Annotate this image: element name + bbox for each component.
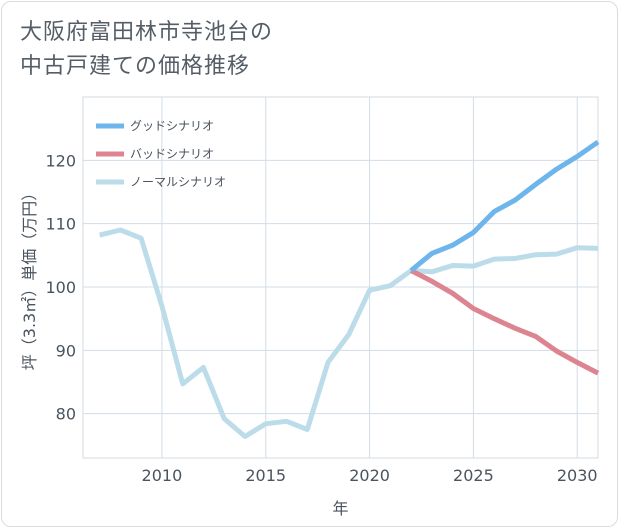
x-tick-label: 2010 [142, 466, 183, 485]
legend-label-good: グッドシナリオ [130, 119, 214, 133]
legend-label-bad: バッドシナリオ [130, 147, 214, 161]
legend-label-normal: ノーマルシナリオ [130, 175, 226, 189]
plot-frame [82, 96, 599, 459]
chart-title: 大阪府富田林市寺池台の 中古戸建ての価格推移 [20, 16, 273, 84]
x-tick-label: 2030 [557, 466, 598, 485]
series-line-bad [409, 268, 600, 376]
series-line-good [409, 139, 600, 273]
x-axis-ticks: 2010 2015 2020 2025 2030 [142, 466, 598, 485]
y-tick-label: 100 [45, 278, 76, 297]
y-axis-ticks: 80 90 100 110 120 [45, 151, 76, 423]
x-axis-title: 年 [332, 499, 348, 518]
y-axis-title: 坪（3.3㎡）単価（万円） [20, 185, 39, 370]
y-tick-label: 90 [56, 341, 76, 360]
x-tick-label: 2020 [349, 466, 390, 485]
series-line-normal [99, 227, 599, 439]
plot-area [82, 96, 599, 459]
x-tick-label: 2025 [453, 466, 494, 485]
x-tick-label: 2015 [245, 466, 286, 485]
chart-title-line1: 大阪府富田林市寺池台の [20, 20, 274, 45]
chart-title-line2: 中古戸建ての価格推移 [20, 54, 251, 79]
y-tick-label: 110 [45, 215, 76, 234]
grid-lines [83, 97, 598, 458]
y-tick-label: 120 [45, 151, 76, 170]
series-layer [99, 139, 600, 439]
y-tick-label: 80 [56, 405, 76, 424]
